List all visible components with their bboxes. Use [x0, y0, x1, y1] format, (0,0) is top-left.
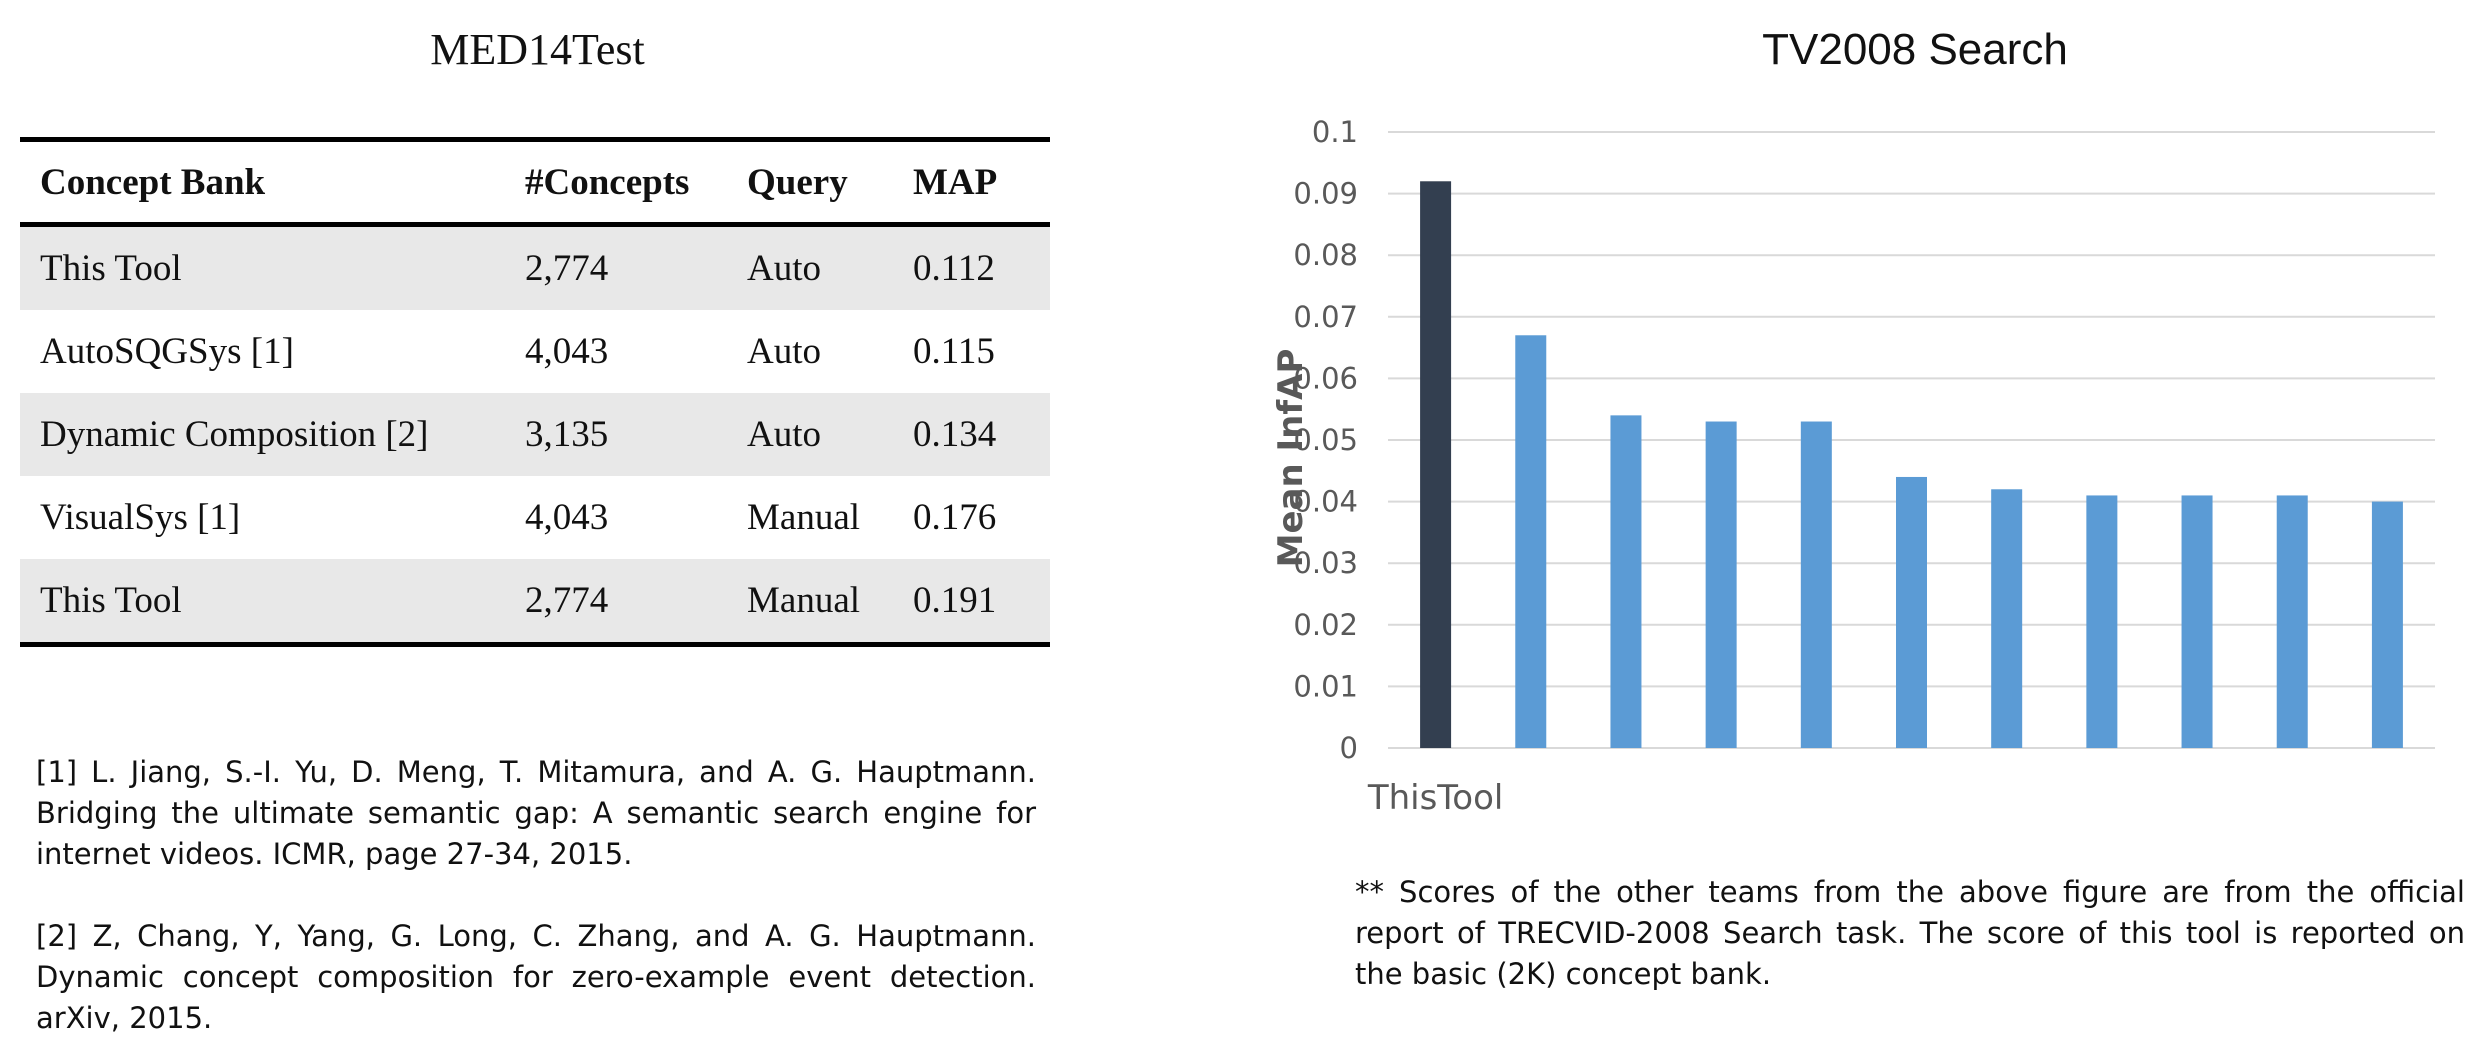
y-tick-label: 0.1 — [1312, 115, 1358, 149]
reference-1: [1] L. Jiang, S.-I. Yu, D. Meng, T. Mita… — [36, 755, 1036, 871]
cell-concepts: 4,043 — [525, 497, 609, 538]
chart-title: TV2008 Search — [1762, 25, 2068, 74]
cell-map: 0.112 — [913, 248, 995, 289]
cell-concept-bank: VisualSys [1] — [40, 497, 241, 538]
y-tick-label: 0.09 — [1293, 177, 1358, 211]
y-axis-label: Mean InfAP — [1271, 349, 1311, 568]
cell-concept-bank: AutoSQGSys [1] — [40, 331, 294, 372]
cell-concepts: 2,774 — [525, 248, 609, 289]
x-axis-labels: ThisTool — [1367, 778, 1504, 818]
table-title: MED14Test — [430, 25, 645, 74]
cell-query: Auto — [747, 414, 821, 455]
bar — [1705, 421, 1737, 748]
y-tick-label: 0.07 — [1293, 300, 1358, 334]
y-tick-label: 0.02 — [1293, 608, 1358, 642]
table-header-row: Concept Bank #Concepts Query MAP — [20, 137, 1050, 227]
header-map: MAP — [913, 137, 1050, 227]
cell-concepts: 4,043 — [525, 331, 609, 372]
cell-map: 0.115 — [913, 331, 995, 372]
results-table: Concept Bank #Concepts Query MAP This To… — [20, 137, 1050, 647]
chart-bars — [1420, 181, 2403, 748]
bar — [1896, 476, 1927, 748]
cell-concept-bank: This Tool — [40, 248, 182, 289]
header-concepts: #Concepts — [525, 137, 747, 227]
bar — [2181, 495, 2213, 748]
y-tick-label: 0.08 — [1293, 238, 1358, 272]
header-concept-bank: Concept Bank — [20, 137, 525, 227]
table-row: This Tool 2,774 Auto 0.112 — [20, 224, 1050, 310]
cell-concept-bank: Dynamic Composition [2] — [40, 414, 429, 455]
cell-map: 0.176 — [913, 497, 997, 538]
cell-concepts: 3,135 — [525, 414, 609, 455]
table-row: Dynamic Composition [2] 3,135 Auto 0.134 — [20, 393, 1050, 476]
bar — [2276, 495, 2308, 748]
cell-concepts: 2,774 — [525, 559, 747, 647]
table-row: VisualSys [1] 4,043 Manual 0.176 — [20, 476, 1050, 559]
cell-query: Auto — [747, 331, 821, 372]
x-tick-label: ThisTool — [1367, 778, 1504, 818]
table-row: AutoSQGSys [1] 4,043 Auto 0.115 — [20, 310, 1050, 393]
table-row: This Tool 2,774 Manual 0.191 — [20, 559, 1050, 647]
bar — [1420, 181, 1452, 748]
y-tick-label: 0.03 — [1293, 546, 1358, 580]
header-query: Query — [747, 137, 913, 227]
y-tick-label: 0.01 — [1293, 669, 1358, 703]
y-tick-label: 0 — [1340, 731, 1358, 765]
bar — [1610, 415, 1642, 748]
cell-map: 0.191 — [913, 559, 1050, 647]
cell-query: Manual — [747, 559, 913, 647]
cell-concept-bank: This Tool — [20, 559, 525, 647]
y-tick-label: 0.04 — [1293, 485, 1358, 519]
y-tick-label: 0.06 — [1293, 361, 1358, 395]
bar-chart: 0 0.01 0.02 0.03 0.04 0.05 0.06 0.07 0.08 0.09 0.1… — [1271, 115, 2435, 818]
bar — [2371, 501, 2403, 748]
cell-query: Auto — [747, 248, 821, 289]
bar — [1991, 489, 2023, 748]
cell-query: Manual — [747, 497, 861, 538]
reference-2: [2] Z, Chang, Y, Yang, G. Long, C. Zhang… — [36, 919, 1036, 1035]
y-axis-ticks: 0 0.01 0.02 0.03 0.04 0.05 0.06 0.07 0.08 0.09 0.1 — [1293, 115, 1358, 765]
chart-footnote: ** Scores of the other teams from the ab… — [1355, 875, 2465, 991]
bar — [1515, 335, 1547, 748]
y-tick-label: 0.05 — [1293, 423, 1358, 457]
bar — [1800, 421, 1832, 748]
bar — [2086, 495, 2118, 748]
cell-map: 0.134 — [913, 414, 997, 455]
